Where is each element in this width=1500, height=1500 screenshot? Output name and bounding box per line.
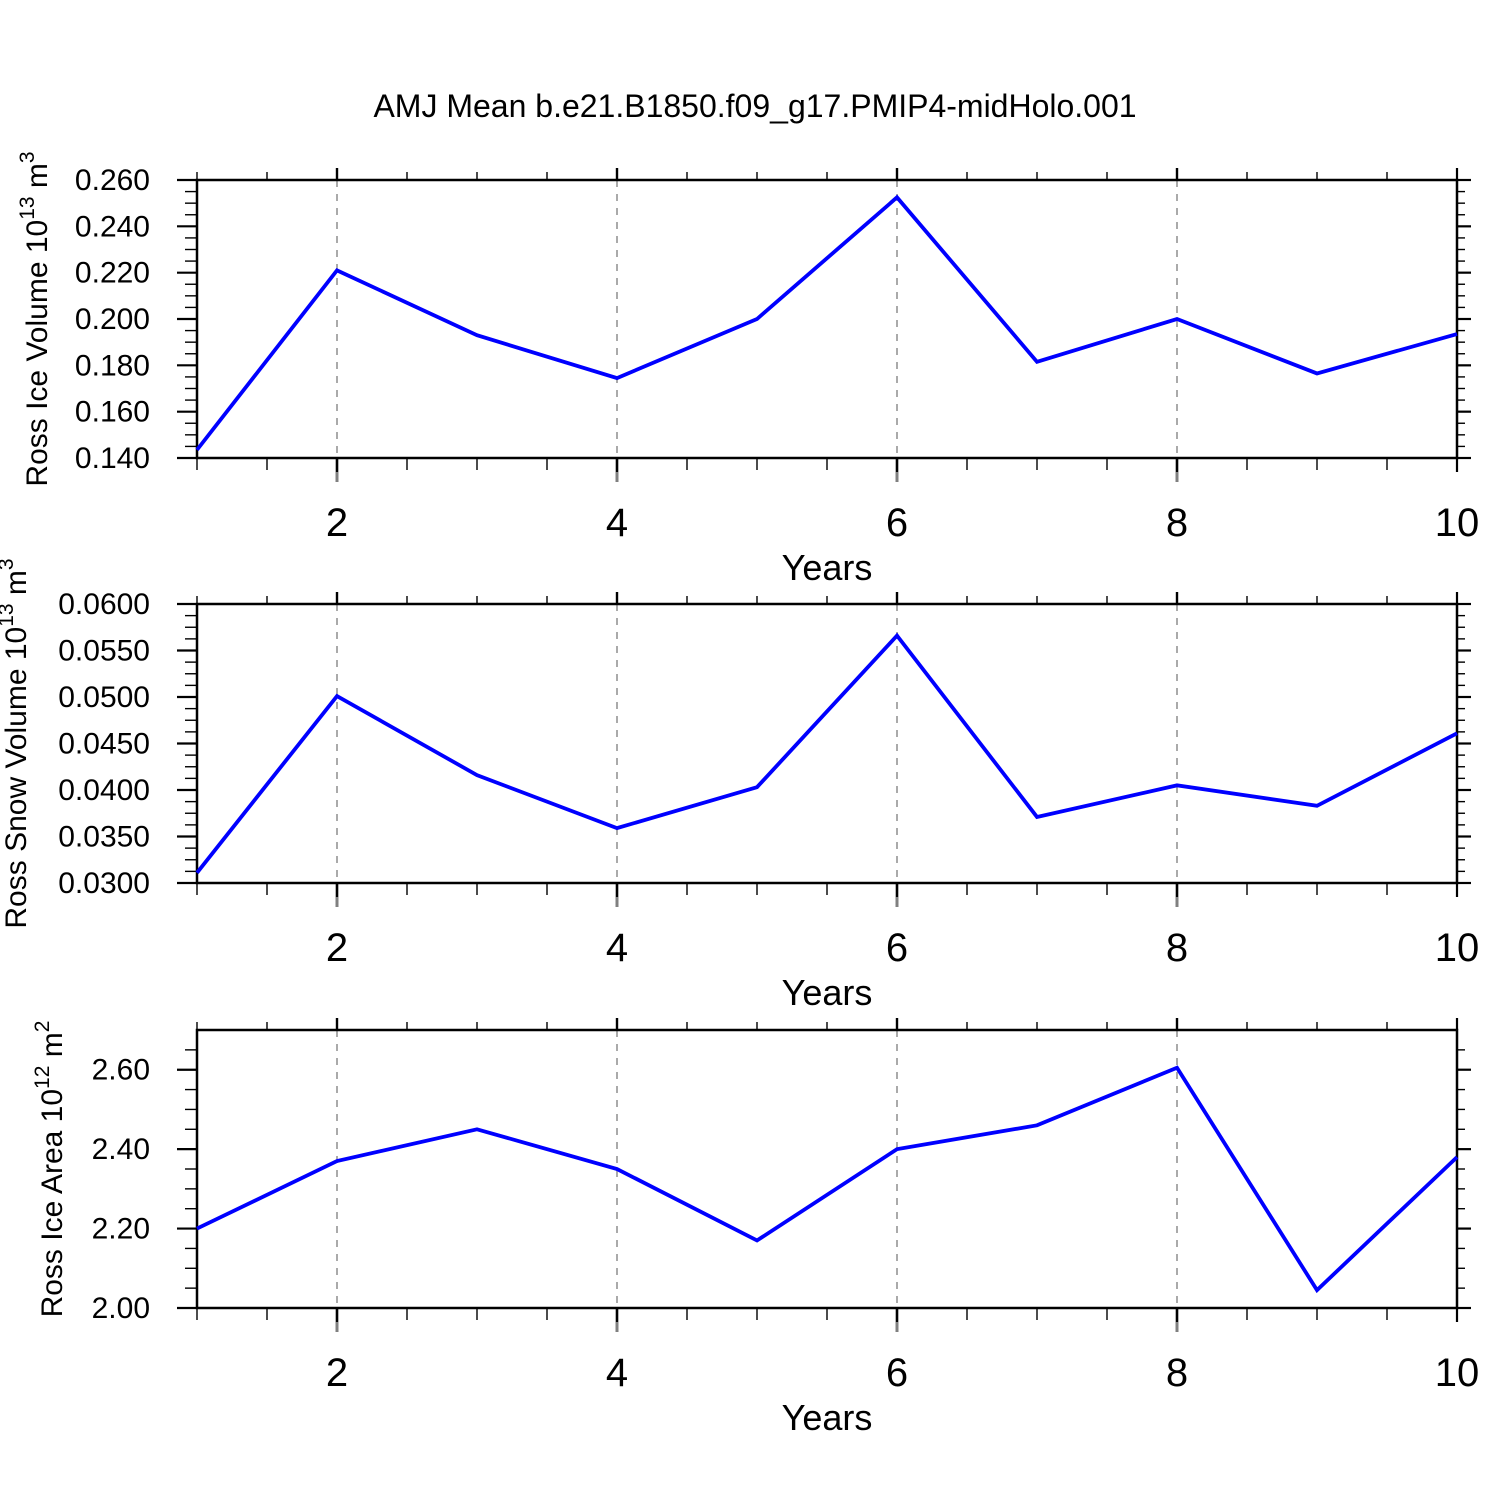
x-tick-label: 2: [326, 926, 348, 970]
y-tick-label: 0.200: [75, 303, 150, 336]
x-tick-label: 4: [606, 926, 628, 970]
plot-frame: [195, 602, 1459, 885]
x-tick-label: 10: [1435, 926, 1480, 970]
y-tick-label: 0.260: [75, 164, 150, 197]
x-axis-title: Years: [782, 972, 873, 1013]
y-axis: 0.140 0.160 0.180 0.200 0.220 0.240 0.260: [75, 164, 1471, 475]
y-axis: 0.0300 0.0350 0.0400 0.0450 0.0500 0.0550 0.06…: [58, 588, 1471, 900]
y-axis-title: Ross Ice Area 1012 m2: [31, 1021, 69, 1318]
y-tick-label: 0.0600: [58, 588, 150, 621]
plot-frame: [195, 178, 1459, 460]
y-tick-label: 0.0300: [58, 867, 150, 900]
y-axis-title: Ross Ice Volume 1013 m3: [16, 151, 54, 486]
x-tick-label: 6: [886, 926, 908, 970]
y-tick-label: 0.0400: [58, 774, 150, 807]
y-tick-label: 2.60: [92, 1054, 150, 1087]
plot-frame: [195, 1028, 1459, 1310]
x-tick-label: 4: [606, 1351, 628, 1395]
y-tick-label: 0.140: [75, 442, 150, 475]
panel-ross-ice-volume: 0.140 0.160 0.180 0.200 0.220 0.240 0.260 2 4 6 8 1…: [16, 151, 1479, 588]
y-tick-label: 0.160: [75, 396, 150, 429]
x-tick-label: 4: [606, 501, 628, 545]
x-tick-label: 6: [886, 501, 908, 545]
data-line-ross-ice-volume: [195, 194, 1458, 452]
y-tick-label: 0.0350: [58, 821, 150, 854]
y-tick-label: 2.00: [92, 1292, 150, 1325]
panel-ross-snow-volume: 0.0300 0.0350 0.0400 0.0450 0.0500 0.0550 0.06…: [0, 558, 1479, 1013]
y-tick-label: 0.0550: [58, 635, 150, 668]
x-tick-label: 8: [1166, 501, 1188, 545]
figure-title: AMJ Mean b.e21.B1850.f09_g17.PMIP4-midHo…: [373, 88, 1137, 124]
grid: [335, 1018, 1179, 1332]
data-line-ross-ice-area: [196, 1065, 1459, 1294]
y-tick-label: 0.180: [75, 349, 150, 382]
x-tick-label: 10: [1435, 1351, 1480, 1395]
panel-ross-ice-area: 2.00 2.20 2.40 2.60 2 4 6 8 10 Years Ross Ice Area…: [31, 1018, 1479, 1438]
x-tick-label: 8: [1166, 926, 1188, 970]
y-tick-label: 0.220: [75, 257, 150, 290]
y-tick-label: 0.240: [75, 210, 150, 243]
x-axis-title: Years: [782, 547, 873, 588]
x-tick-label: 6: [886, 1351, 908, 1395]
y-tick-label: 0.0500: [58, 681, 150, 714]
y-tick-label: 2.40: [92, 1133, 150, 1166]
x-axis-title: Years: [782, 1397, 873, 1438]
y-tick-label: 0.0450: [58, 728, 150, 761]
data-line-ross-snow-volume: [195, 632, 1458, 874]
x-tick-label: 2: [326, 501, 348, 545]
grid: [335, 592, 1179, 907]
x-axis: 2 4 6 8 10 Years: [196, 1018, 1480, 1438]
y-axis-title: Ross Snow Volume 1013 m3: [0, 558, 33, 928]
y-tick-label: 2.20: [92, 1213, 150, 1246]
x-axis: 2 4 6 8 10 Years: [196, 592, 1480, 1013]
x-tick-label: 10: [1435, 501, 1480, 545]
grid: [335, 168, 1179, 482]
x-tick-label: 8: [1166, 1351, 1188, 1395]
y-axis: 2.00 2.20 2.40 2.60: [92, 1049, 1471, 1325]
x-tick-label: 2: [326, 1351, 348, 1395]
x-axis: 2 4 6 8 10 Years: [196, 168, 1480, 588]
